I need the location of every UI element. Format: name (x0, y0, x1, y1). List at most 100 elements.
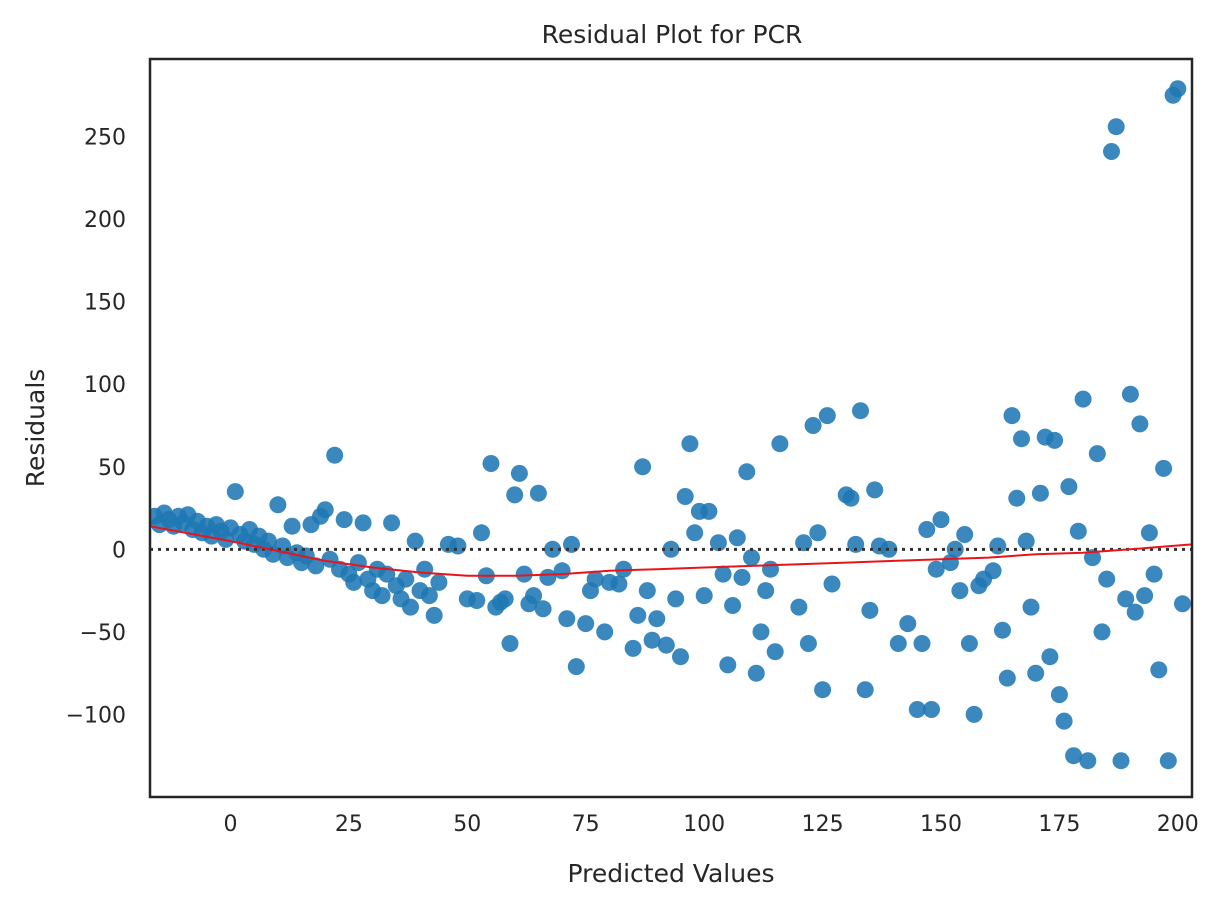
data-point (1112, 752, 1130, 770)
data-point (724, 597, 742, 614)
data-point (624, 639, 642, 657)
data-point (1046, 431, 1064, 449)
data-point (534, 600, 552, 618)
data-point (965, 705, 983, 723)
data-point (709, 534, 727, 552)
x-tick-label: 75 (572, 812, 600, 837)
data-point (525, 587, 543, 605)
y-axis-label: Residuals (21, 369, 50, 488)
data-point (420, 587, 438, 605)
data-point (1093, 623, 1111, 641)
data-point (762, 560, 779, 578)
x-tick-label: 0 (224, 812, 238, 837)
data-point (847, 535, 865, 553)
data-point (927, 560, 945, 578)
data-point (1121, 385, 1139, 403)
data-point (1136, 587, 1154, 605)
data-point (686, 524, 704, 542)
data-point (1140, 524, 1158, 542)
data-point (719, 656, 737, 674)
data-point (468, 592, 486, 609)
x-tick-label: 25 (335, 812, 363, 837)
data-point (1074, 390, 1092, 408)
axis-ticks: 0 25 50 75 100 125 150 175 200 −100 −50 0 50 100 150 20… (66, 126, 1199, 837)
data-point (984, 562, 1002, 580)
data-point (506, 486, 524, 504)
data-point (889, 635, 907, 652)
trend-line (150, 525, 1192, 577)
data-point (586, 570, 604, 588)
data-point (383, 514, 401, 532)
data-point (226, 483, 244, 501)
data-point (998, 669, 1016, 687)
data-point (510, 464, 528, 482)
data-point (596, 623, 614, 641)
data-point (771, 435, 789, 453)
data-point (823, 575, 841, 593)
data-point (1117, 590, 1135, 608)
data-point (908, 701, 926, 718)
data-point (795, 534, 813, 552)
y-tick-label: 200 (84, 208, 126, 233)
data-point (695, 587, 713, 605)
data-point (852, 402, 869, 420)
data-point (1027, 664, 1045, 682)
y-tick-label: 50 (98, 456, 126, 481)
data-point (667, 590, 685, 608)
data-point (345, 573, 363, 591)
x-tick-label: 50 (453, 812, 481, 837)
data-point (648, 610, 666, 628)
data-point (951, 582, 969, 600)
data-point (529, 484, 547, 502)
x-tick-label: 200 (1157, 812, 1199, 837)
data-point (425, 606, 443, 624)
x-axis-label: Predicted Values (568, 859, 775, 888)
data-point (809, 524, 827, 542)
data-point (1060, 478, 1078, 496)
data-point (804, 417, 822, 434)
data-point (259, 532, 277, 550)
data-point (1174, 595, 1191, 613)
data-point (1031, 484, 1049, 502)
x-tick-label: 150 (920, 812, 962, 837)
data-point (553, 562, 571, 580)
data-point (1022, 598, 1040, 616)
data-point (269, 496, 287, 514)
data-point (449, 537, 467, 555)
data-point (913, 635, 931, 652)
y-tick-label: 250 (84, 126, 126, 151)
data-point (1150, 661, 1168, 679)
data-point (1145, 565, 1163, 583)
data-point (634, 458, 652, 476)
data-point (932, 511, 950, 529)
data-point (1159, 752, 1177, 770)
data-point (960, 635, 978, 652)
data-point (866, 481, 884, 499)
data-point (856, 681, 874, 699)
data-point (643, 631, 661, 649)
data-point (672, 648, 689, 666)
data-point (430, 573, 448, 591)
plot-area (150, 80, 1192, 770)
data-point (373, 587, 391, 605)
data-point (416, 560, 434, 578)
data-point (283, 517, 301, 535)
data-point (1050, 686, 1068, 704)
data-point (946, 540, 964, 558)
data-point (923, 701, 940, 718)
data-point (842, 489, 860, 507)
data-point (539, 568, 557, 586)
x-tick-label: 175 (1038, 812, 1080, 837)
data-point (638, 582, 656, 600)
data-point (899, 615, 917, 633)
data-point (1088, 445, 1106, 463)
data-point (402, 598, 419, 616)
data-point (501, 635, 519, 652)
data-point (1098, 570, 1116, 588)
data-point (1008, 489, 1026, 507)
data-point (1169, 80, 1187, 98)
data-point (814, 681, 832, 699)
data-point (733, 568, 751, 586)
data-point (657, 636, 675, 654)
